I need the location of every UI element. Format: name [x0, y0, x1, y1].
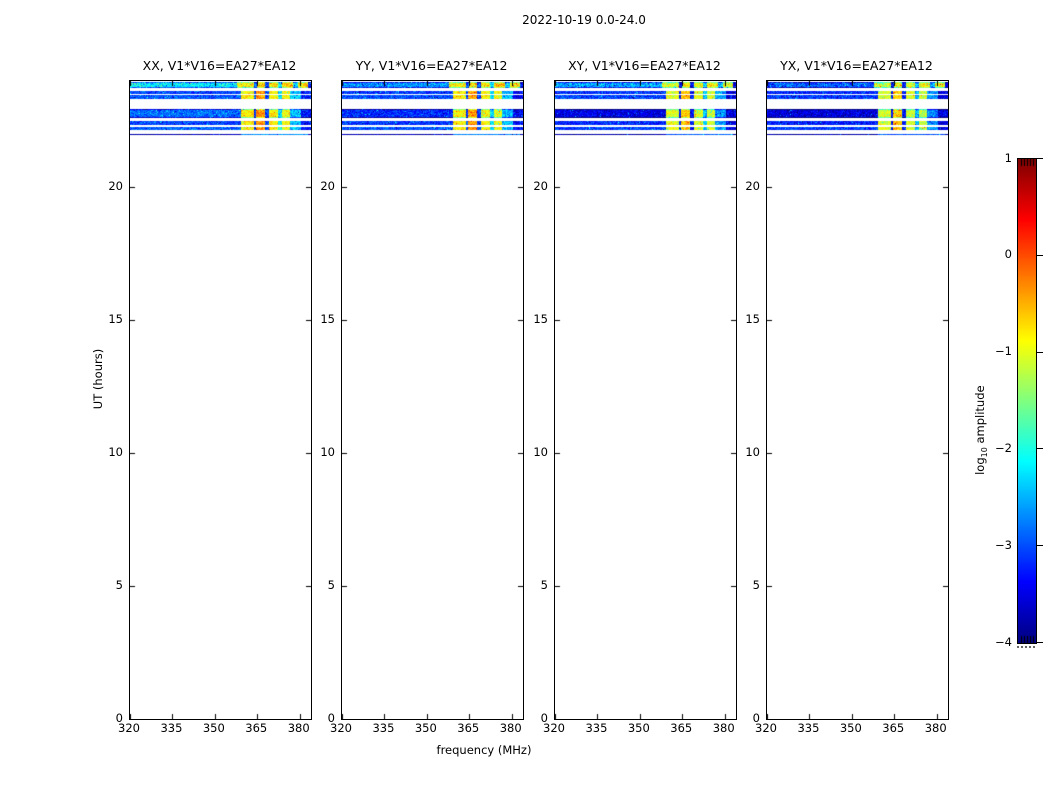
heatmap-canvas-XY [555, 81, 736, 719]
ytick-label-YX-20: 20 [745, 178, 760, 193]
xtick-label-YX-335: 335 [797, 721, 820, 735]
xtick-label-XX-350: 350 [202, 721, 225, 735]
panel-title-XY: XY, V1*V16=EA27*EA12 [568, 58, 721, 73]
colorbar-end-dots [1017, 646, 1035, 648]
colorbar-tick-label-0: 0 [1004, 247, 1012, 262]
colorbar-tick--3 [1037, 545, 1043, 546]
ytick-label-XY-0: 0 [540, 710, 548, 725]
colorbar-tick-label--2: −2 [995, 440, 1012, 455]
xtick-label-YX-350: 350 [839, 721, 862, 735]
colorbar-tick-label--4: −4 [995, 634, 1012, 649]
xtick-label-YY-350: 350 [414, 721, 437, 735]
colorbar-label: log10 amplitude [973, 360, 989, 500]
y-axis-label: UT (hours) [91, 319, 105, 439]
ytick-label-XY-5: 5 [540, 577, 548, 592]
panel-title-YX: YX, V1*V16=EA27*EA12 [780, 58, 933, 73]
ytick-label-YX-15: 15 [745, 311, 760, 326]
xtick-label-XY-350: 350 [627, 721, 650, 735]
xtick-label-XX-320: 320 [118, 721, 140, 735]
x-axis-label: frequency (MHz) [404, 743, 564, 757]
colorbar-label-prefix: log [972, 457, 987, 475]
xtick-label-XY-320: 320 [543, 721, 565, 735]
colorbar-tick-label--1: −1 [995, 344, 1012, 359]
xtick-label-YY-335: 335 [372, 721, 395, 735]
colorbar-tick--1 [1037, 352, 1043, 353]
xtick-label-YY-380: 380 [499, 721, 522, 735]
xtick-label-YX-380: 380 [924, 721, 947, 735]
colorbar-tick-0 [1037, 255, 1043, 256]
ytick-label-YY-10: 10 [320, 444, 335, 459]
xtick-label-YX-365: 365 [882, 721, 905, 735]
xtick-label-XY-365: 365 [670, 721, 693, 735]
heatmap-canvas-YX [767, 81, 948, 719]
ytick-label-YX-5: 5 [752, 577, 760, 592]
colorbar-tick-1 [1037, 158, 1043, 159]
xtick-label-XX-380: 380 [287, 721, 310, 735]
xtick-label-XY-380: 380 [712, 721, 735, 735]
x-axis-label-text: frequency (MHz) [436, 743, 532, 757]
ytick-label-XY-20: 20 [533, 178, 548, 193]
ytick-label-XX-15: 15 [108, 311, 123, 326]
colorbar-label-suffix: amplitude [972, 385, 987, 448]
panel-YY [341, 80, 524, 720]
colorbar-tick-label--3: −3 [995, 537, 1012, 552]
ytick-label-XX-0: 0 [115, 710, 123, 725]
xtick-label-YY-320: 320 [330, 721, 352, 735]
xtick-label-XY-335: 335 [585, 721, 608, 735]
colorbar-tick--2 [1037, 448, 1043, 449]
heatmap-canvas-YY [342, 81, 523, 719]
figure-title: 2022-10-19 0.0-24.0 [522, 13, 646, 27]
panel-XY [554, 80, 737, 720]
ytick-label-YX-0: 0 [752, 710, 760, 725]
panel-YX [766, 80, 949, 720]
xtick-label-YX-320: 320 [755, 721, 777, 735]
xtick-label-XX-335: 335 [160, 721, 183, 735]
ytick-label-YY-0: 0 [327, 710, 335, 725]
ytick-label-XY-10: 10 [533, 444, 548, 459]
ytick-label-XX-20: 20 [108, 178, 123, 193]
ytick-label-YY-5: 5 [327, 577, 335, 592]
ytick-label-XX-10: 10 [108, 444, 123, 459]
xtick-label-YY-365: 365 [457, 721, 480, 735]
ytick-label-YY-15: 15 [320, 311, 335, 326]
y-axis-label-text: UT (hours) [91, 348, 105, 410]
heatmap-canvas-XX [130, 81, 311, 719]
panel-title-XX: XX, V1*V16=EA27*EA12 [142, 58, 297, 73]
panel-title-YY: YY, V1*V16=EA27*EA12 [355, 58, 508, 73]
ytick-label-YY-20: 20 [320, 178, 335, 193]
colorbar-tick--4 [1037, 642, 1043, 643]
panel-XX [129, 80, 312, 720]
colorbar-tick-label-1: 1 [1004, 150, 1012, 165]
ytick-label-YX-10: 10 [745, 444, 760, 459]
xtick-label-XX-365: 365 [245, 721, 268, 735]
colorbar-gradient [1018, 159, 1036, 643]
ytick-label-XY-15: 15 [533, 311, 548, 326]
colorbar [1017, 158, 1037, 644]
ytick-label-XX-5: 5 [115, 577, 123, 592]
